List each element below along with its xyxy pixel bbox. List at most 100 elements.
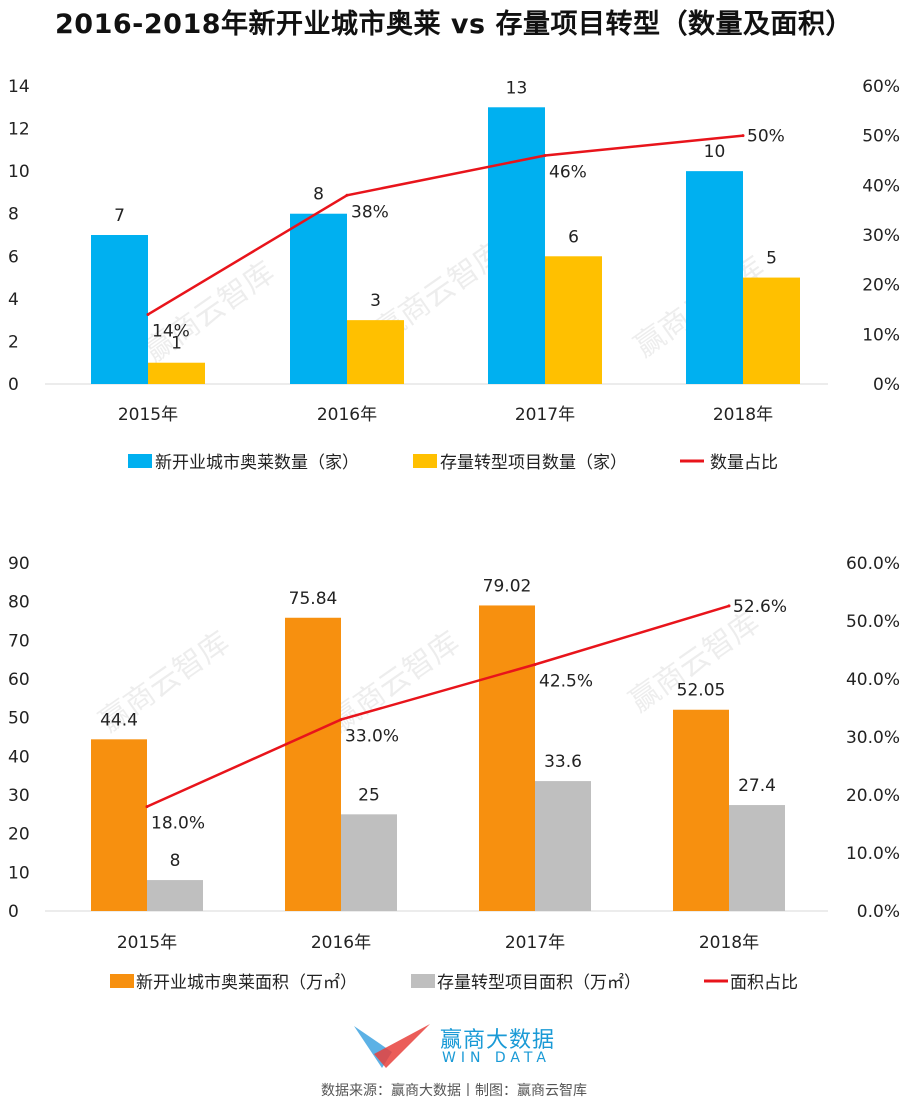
y-tick-label: 10 — [8, 162, 30, 182]
y2-tick-label: 10% — [862, 325, 900, 345]
watermark: 赢商云智库 — [623, 605, 766, 720]
line-data-label: 18.0% — [151, 814, 205, 834]
logo-text-cn: 赢商大数据 — [440, 1028, 556, 1053]
bar-primary — [285, 617, 341, 911]
bar-secondary — [729, 805, 785, 911]
bar-secondary — [545, 256, 602, 384]
legend-label: 面积占比 — [730, 973, 798, 993]
bar-data-label: 13 — [506, 78, 528, 98]
y-tick-label: 14 — [8, 77, 30, 97]
logo-text-en: WIN DATA — [442, 1050, 551, 1066]
windata-logo: 赢商大数据 WIN DATA — [352, 1020, 572, 1070]
legend-swatch — [128, 454, 152, 468]
legend-swatch — [411, 974, 435, 988]
bar-data-label: 5 — [766, 249, 777, 269]
bar-secondary — [148, 362, 205, 384]
y-tick-label: 20 — [8, 825, 30, 845]
bar-data-label: 7 — [114, 206, 125, 226]
line-point — [543, 154, 547, 158]
y-tick-label: 50 — [8, 709, 30, 729]
line-data-label: 52.6% — [733, 597, 787, 617]
bar-primary — [91, 739, 147, 911]
bar-data-label: 3 — [370, 291, 381, 311]
x-tick-label: 2018年 — [713, 405, 773, 425]
line-point — [533, 663, 537, 666]
line-data-label: 33.0% — [345, 727, 399, 747]
line-data-label: 50% — [747, 127, 785, 147]
legend-label: 存量转型项目数量（家） — [440, 453, 627, 473]
x-tick-label: 2018年 — [699, 933, 759, 953]
ratio-line — [147, 134, 744, 316]
bar-primary — [91, 235, 148, 384]
y2-tick-label: 30% — [862, 226, 900, 246]
line-point — [146, 312, 150, 316]
y-tick-label: 80 — [8, 593, 30, 613]
line-point — [345, 193, 349, 197]
bar-data-label: 52.05 — [677, 681, 726, 701]
y-tick-label: 40 — [8, 747, 30, 767]
bar-data-label: 1 — [171, 334, 182, 354]
y-tick-label: 30 — [8, 786, 30, 806]
watermark: 赢商云智库 — [138, 255, 281, 370]
bar-data-label: 33.6 — [544, 752, 582, 772]
bar-primary — [686, 171, 743, 384]
bar-data-label: 75.84 — [289, 589, 338, 609]
bar-data-label: 79.02 — [483, 576, 532, 596]
legend-swatch — [110, 974, 134, 988]
x-tick-label: 2016年 — [311, 933, 371, 953]
y-tick-label: 2 — [8, 332, 19, 352]
bar-secondary — [147, 880, 203, 911]
line-point — [145, 805, 149, 809]
x-tick-label: 2017年 — [505, 933, 565, 953]
y-tick-label: 12 — [8, 120, 30, 140]
legend-label: 数量占比 — [710, 453, 778, 473]
bar-data-label: 44.4 — [100, 710, 138, 730]
line-point — [339, 718, 343, 722]
y2-tick-label: 30.0% — [846, 728, 900, 748]
x-tick-label: 2016年 — [317, 405, 377, 425]
x-tick-label: 2017年 — [515, 405, 575, 425]
bar-data-label: 10 — [704, 142, 726, 162]
legend-label: 新开业城市奥莱面积（万㎡） — [136, 973, 357, 993]
chart-title: 2016-2018年新开业城市奥莱 vs 存量项目转型（数量及面积） — [55, 9, 853, 40]
y-tick-label: 90 — [8, 554, 30, 574]
source-footer: 数据来源：赢商大数据丨制图：赢商云智库 — [321, 1083, 587, 1099]
bar-data-label: 27.4 — [738, 776, 776, 796]
y2-tick-label: 0% — [873, 375, 900, 395]
y2-tick-label: 60.0% — [846, 554, 900, 574]
bar-primary — [488, 107, 545, 385]
y2-tick-label: 20.0% — [846, 786, 900, 806]
line-data-label: 42.5% — [539, 672, 593, 692]
line-point — [741, 134, 745, 138]
y-tick-label: 10 — [8, 863, 30, 883]
bar-data-label: 8 — [170, 851, 181, 871]
y2-tick-label: 40.0% — [846, 670, 900, 690]
y2-tick-label: 10.0% — [846, 844, 900, 864]
line-point — [727, 604, 731, 608]
y2-tick-label: 20% — [862, 276, 900, 296]
y2-tick-label: 40% — [862, 176, 900, 196]
x-tick-label: 2015年 — [117, 933, 177, 953]
y2-tick-label: 50% — [862, 127, 900, 147]
y-tick-label: 0 — [8, 375, 19, 395]
bar-secondary — [743, 277, 800, 384]
x-tick-label: 2015年 — [118, 405, 178, 425]
y-tick-label: 8 — [8, 205, 19, 225]
y2-tick-label: 50.0% — [846, 612, 900, 632]
bar-secondary — [535, 781, 591, 911]
y-tick-label: 60 — [8, 670, 30, 690]
bar-data-label: 8 — [313, 185, 324, 205]
y-tick-label: 0 — [8, 902, 19, 922]
legend-label: 存量转型项目面积（万㎡） — [437, 973, 641, 993]
bar-primary — [673, 709, 729, 911]
bar-data-label: 25 — [358, 785, 380, 805]
watermark: 赢商云智库 — [323, 625, 466, 740]
bar-secondary — [347, 320, 404, 384]
y-tick-label: 4 — [8, 290, 19, 310]
line-data-label: 38% — [351, 202, 389, 222]
ratio-line — [146, 604, 730, 808]
bar-primary — [479, 605, 535, 911]
line-data-label: 46% — [549, 163, 587, 183]
y-tick-label: 70 — [8, 631, 30, 651]
